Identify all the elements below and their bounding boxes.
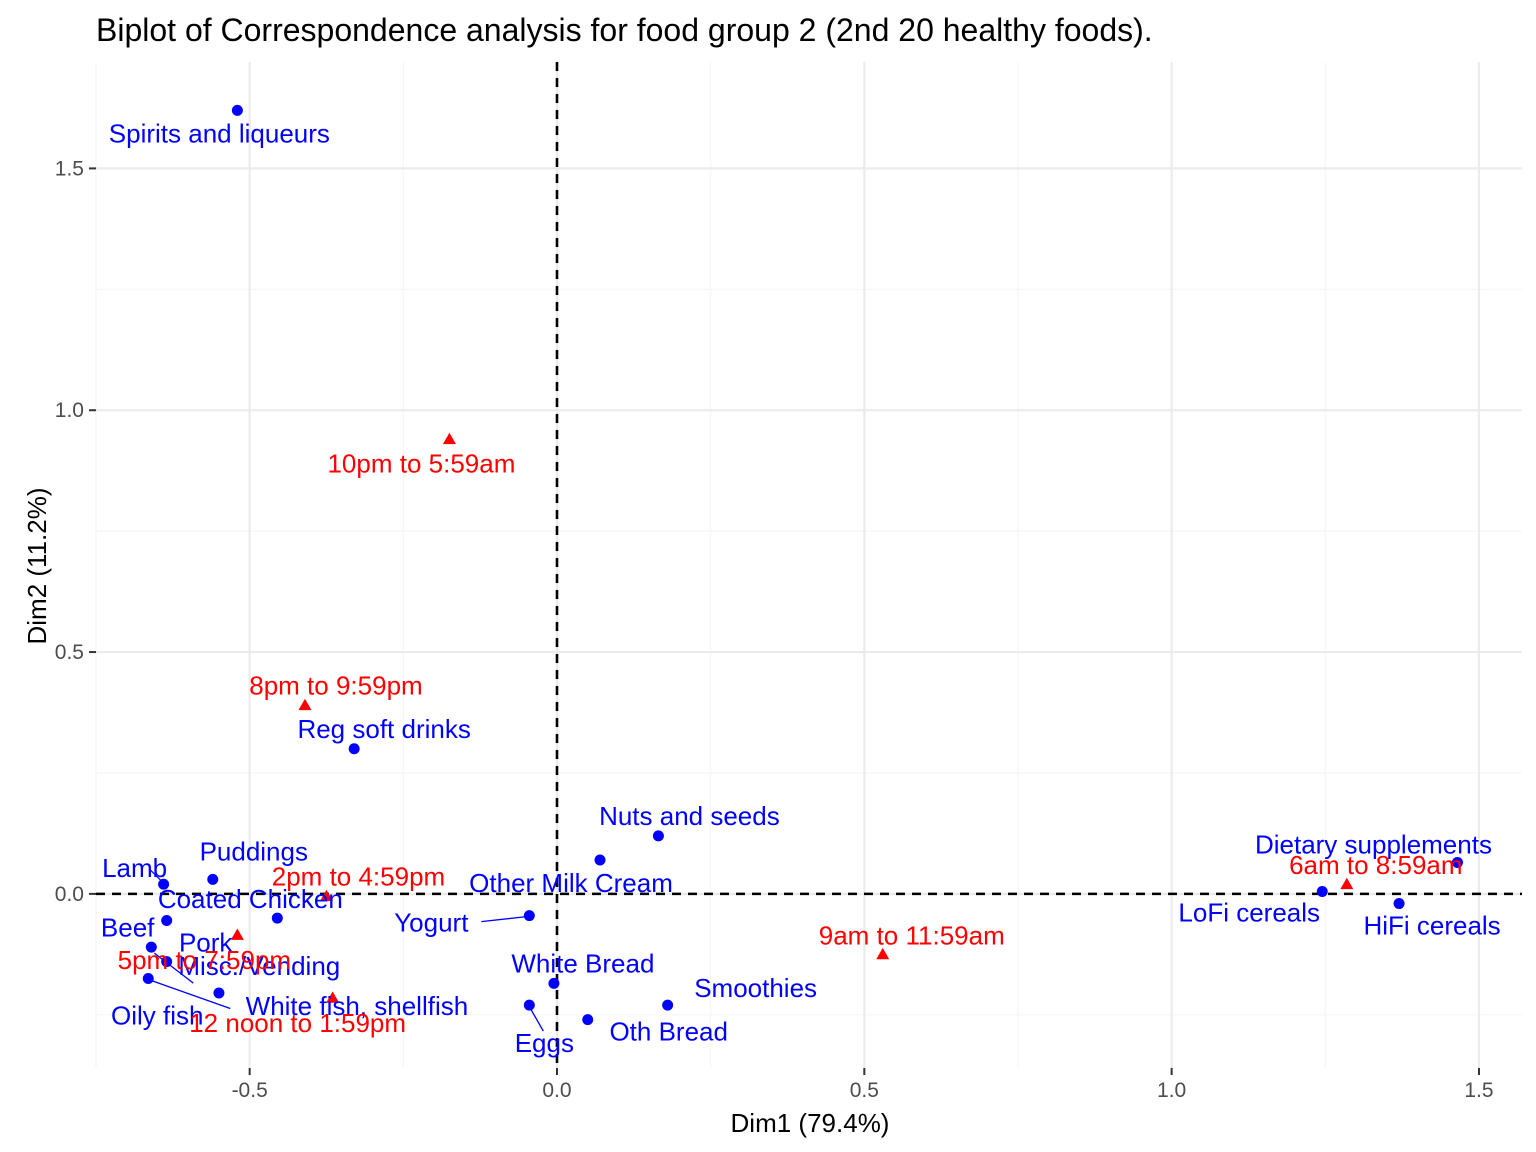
label-6am-to-8-59am: 6am to 8:59am xyxy=(1289,850,1462,880)
point-misc-vending xyxy=(145,941,157,953)
label-8pm-to-9-59pm: 8pm to 9:59pm xyxy=(249,670,422,700)
point-dietary-supplements xyxy=(1451,856,1463,868)
point-lofi-cereals xyxy=(1316,885,1328,897)
label-10pm-to-5-59am: 10pm to 5:59am xyxy=(327,448,515,478)
label-pork: Pork xyxy=(179,928,233,958)
label-oth-bread: Oth Bread xyxy=(609,1017,728,1047)
x-tick-label: 1.0 xyxy=(1157,1079,1186,1102)
point-10pm-to-5-59am xyxy=(442,432,456,445)
label-5pm-to-7-59pm: 5pm to 7:59pm xyxy=(118,945,291,975)
connector-yogurt xyxy=(481,916,527,923)
point-8pm-to-9-59pm xyxy=(298,698,312,711)
label-oily-fish: Oily fish xyxy=(111,1001,203,1031)
point-spirits-and-liqueurs xyxy=(231,104,243,116)
point-oily-fish xyxy=(142,973,154,985)
label-connectors xyxy=(149,868,544,1032)
point-2pm-to-4-59pm xyxy=(319,889,333,902)
y-tick-label: 1.0 xyxy=(55,399,84,422)
label-9am-to-11-59am: 9am to 11:59am xyxy=(819,920,1005,950)
point-coated-chicken xyxy=(271,912,283,924)
data-points xyxy=(142,104,1463,1026)
label-nuts-and-seeds: Nuts and seeds xyxy=(599,801,780,831)
chart-title: Biplot of Correspondence analysis for fo… xyxy=(96,12,1153,48)
label-lofi-cereals: LoFi cereals xyxy=(1178,897,1320,927)
label-yogurt: Yogurt xyxy=(394,908,469,938)
point-puddings xyxy=(207,873,219,885)
label-beef: Beef xyxy=(101,912,155,942)
point-smoothies xyxy=(662,999,674,1011)
label-12-noon-to-1-59pm: 12 noon to 1:59pm xyxy=(189,1008,406,1038)
label-reg-soft-drinks: Reg soft drinks xyxy=(297,714,470,744)
point-oth-bread xyxy=(582,1014,594,1026)
label-dietary-supplements: Dietary supplements xyxy=(1255,829,1492,859)
y-axis-title: Dim2 (11.2%) xyxy=(22,487,52,644)
point-12-noon-to-1-59pm xyxy=(326,991,340,1003)
point-hifi-cereals xyxy=(1393,898,1405,910)
label-white-fish-shellfish: White fish, shellfish xyxy=(246,991,469,1021)
label-2pm-to-4-59pm: 2pm to 4:59pm xyxy=(272,861,445,891)
point-other-milk-cream xyxy=(594,854,606,866)
point-reg-soft-drinks xyxy=(348,743,360,755)
point-9am-to-11-59am xyxy=(876,947,890,960)
point-white-fish-shellfish xyxy=(213,987,225,999)
label-white-bread: White Bread xyxy=(511,948,654,978)
label-lamb: Lamb xyxy=(102,853,167,883)
connector-misc-vending xyxy=(153,952,194,984)
point-eggs xyxy=(523,999,535,1011)
point-yogurt xyxy=(523,910,535,922)
y-tick-label: 0.0 xyxy=(55,883,84,906)
label-hifi-cereals: HiFi cereals xyxy=(1363,911,1500,941)
point-6am-to-8-59am xyxy=(1340,877,1354,890)
connector-oily-fish xyxy=(151,979,231,1010)
label-puddings: Puddings xyxy=(200,836,308,866)
x-axis-title: Dim1 (79.4%) xyxy=(731,1108,890,1138)
label-other-milk-cream: Other Milk Cream xyxy=(469,868,673,898)
point-5pm-to-7-59pm xyxy=(230,928,244,940)
y-tick-label: 0.5 xyxy=(55,641,84,664)
label-coated-chicken: Coated Chicken xyxy=(158,884,343,914)
label-spirits-and-liqueurs: Spirits and liqueurs xyxy=(109,118,330,148)
point-labels: Spirits and liqueurs Reg soft drinks Nuts … xyxy=(101,118,1501,1058)
point-nuts-and-seeds xyxy=(652,830,664,842)
x-tick-label: -0.5 xyxy=(232,1079,268,1102)
point-lamb xyxy=(158,878,170,890)
connector-lamb xyxy=(149,868,162,881)
reference-lines xyxy=(96,62,1522,1068)
connector-eggs xyxy=(530,1009,544,1032)
point-pork xyxy=(161,956,173,968)
x-tick-label: 0.5 xyxy=(850,1079,879,1102)
label-eggs: Eggs xyxy=(515,1028,574,1058)
point-beef xyxy=(161,914,173,926)
label-misc-vending: Misc./Vending xyxy=(178,951,340,981)
y-tick-label: 1.5 xyxy=(55,157,84,180)
axes: -0.5 0.0 0.5 1.0 1.5 0.0 0.5 1.0 1.5 xyxy=(55,157,1494,1102)
x-tick-label: 0.0 xyxy=(542,1079,571,1102)
x-tick-label: 1.5 xyxy=(1464,1079,1493,1102)
point-white-bread xyxy=(548,977,560,989)
label-smoothies: Smoothies xyxy=(694,973,817,1003)
